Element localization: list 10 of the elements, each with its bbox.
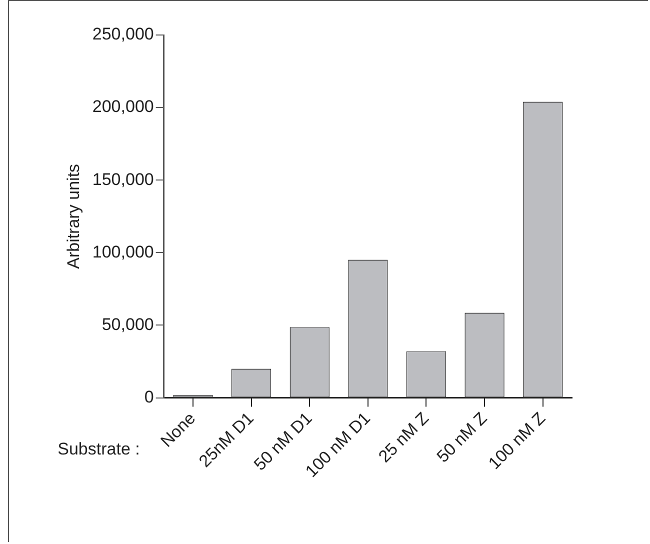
y-tick-label: 50,000 — [102, 314, 154, 334]
x-axis-title: Substrate : — [58, 439, 140, 458]
x-tick-label: 50 nM Z — [433, 408, 491, 466]
y-tick-label: 250,000 — [92, 24, 154, 44]
y-tick-label: 0 — [144, 387, 154, 406]
y-axis-title: Arbitrary units — [64, 164, 83, 269]
y-tick-label: 100,000 — [92, 242, 154, 262]
x-tick-label: 25 nM Z — [374, 408, 432, 466]
y-tick-label: 200,000 — [92, 97, 154, 116]
y-tick-label: 150,000 — [92, 170, 154, 189]
